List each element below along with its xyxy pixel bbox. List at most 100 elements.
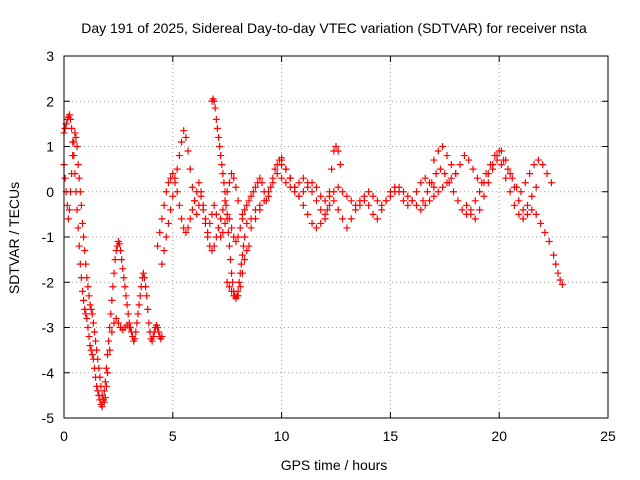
data-point: [256, 174, 264, 182]
data-point: [493, 156, 501, 164]
data-point: [426, 197, 434, 205]
x-tick-label: 15: [383, 428, 399, 444]
data-point: [89, 319, 97, 327]
data-point: [65, 111, 73, 119]
data-point: [224, 228, 232, 236]
data-point: [118, 256, 126, 264]
data-point: [143, 292, 151, 300]
data-point: [94, 387, 102, 395]
data-point: [339, 188, 347, 196]
data-point: [506, 188, 514, 196]
data-point: [552, 260, 560, 268]
data-point: [78, 287, 86, 295]
data-point: [100, 387, 108, 395]
data-point: [218, 161, 226, 169]
data-point: [304, 210, 312, 218]
data-point: [247, 224, 255, 232]
data-point: [278, 161, 286, 169]
data-point: [164, 179, 172, 187]
data-point: [210, 201, 218, 209]
data-point: [96, 373, 104, 381]
y-tick-label: 1: [46, 139, 54, 155]
data-point: [232, 183, 240, 191]
data-point: [528, 206, 536, 214]
data-point: [141, 274, 149, 282]
data-point: [80, 296, 88, 304]
data-point: [214, 133, 222, 141]
data-point: [456, 161, 464, 169]
data-point: [502, 156, 510, 164]
data-point: [419, 197, 427, 205]
data-point: [404, 201, 412, 209]
data-point: [111, 256, 119, 264]
data-point: [317, 192, 325, 200]
data-point: [86, 301, 94, 309]
data-point: [325, 188, 333, 196]
data-point: [221, 197, 229, 205]
data-point: [67, 115, 75, 123]
data-point: [204, 233, 212, 241]
x-axis-label: GPS time / hours: [281, 457, 388, 473]
data-point: [421, 174, 429, 182]
data-point: [236, 224, 244, 232]
data-point: [369, 210, 377, 218]
data-point: [74, 224, 82, 232]
data-point: [245, 242, 253, 250]
data-point: [88, 351, 96, 359]
data-point: [484, 170, 492, 178]
data-point: [123, 301, 131, 309]
data-point: [547, 179, 555, 187]
data-point: [98, 403, 106, 411]
data-point: [378, 201, 386, 209]
data-point: [184, 147, 192, 155]
data-point: [450, 188, 458, 196]
data-point: [556, 276, 564, 284]
data-point: [228, 224, 236, 232]
data-point: [83, 314, 91, 322]
data-point: [122, 292, 130, 300]
data-point: [267, 183, 275, 191]
series-late-day-b: [419, 147, 540, 218]
data-point: [506, 170, 514, 178]
data-point: [184, 224, 192, 232]
y-tick-label: -4: [42, 365, 55, 381]
data-point: [360, 192, 368, 200]
data-point: [75, 242, 83, 250]
series-early-branch: [60, 129, 133, 406]
series-mid-day-b: [278, 174, 438, 214]
data-point: [182, 133, 190, 141]
data-point: [417, 206, 425, 214]
data-point: [72, 133, 80, 141]
data-point: [186, 215, 194, 223]
plot-frame: [63, 55, 609, 419]
data-point: [238, 269, 246, 277]
data-point: [228, 170, 236, 178]
data-point: [160, 201, 168, 209]
data-point: [243, 201, 251, 209]
data-point: [463, 201, 471, 209]
data-point: [68, 124, 76, 132]
data-point: [173, 165, 181, 173]
data-point: [321, 197, 329, 205]
data-point: [223, 278, 231, 286]
data-point: [447, 174, 455, 182]
data-point: [334, 206, 342, 214]
data-point: [78, 219, 86, 227]
data-point: [145, 319, 153, 327]
data-point: [504, 165, 512, 173]
data-point: [216, 143, 224, 150]
data-point: [162, 188, 170, 196]
data-point: [219, 170, 227, 178]
data-point: [117, 247, 125, 255]
data-point: [124, 310, 132, 318]
data-point: [238, 251, 246, 259]
data-point: [134, 310, 142, 318]
data-point: [64, 215, 72, 223]
data-point: [210, 97, 218, 105]
data-point: [171, 174, 179, 182]
data-point: [332, 143, 340, 150]
data-point: [169, 170, 177, 178]
data-point: [460, 152, 468, 160]
data-point: [162, 233, 170, 241]
data-point: [228, 287, 236, 295]
